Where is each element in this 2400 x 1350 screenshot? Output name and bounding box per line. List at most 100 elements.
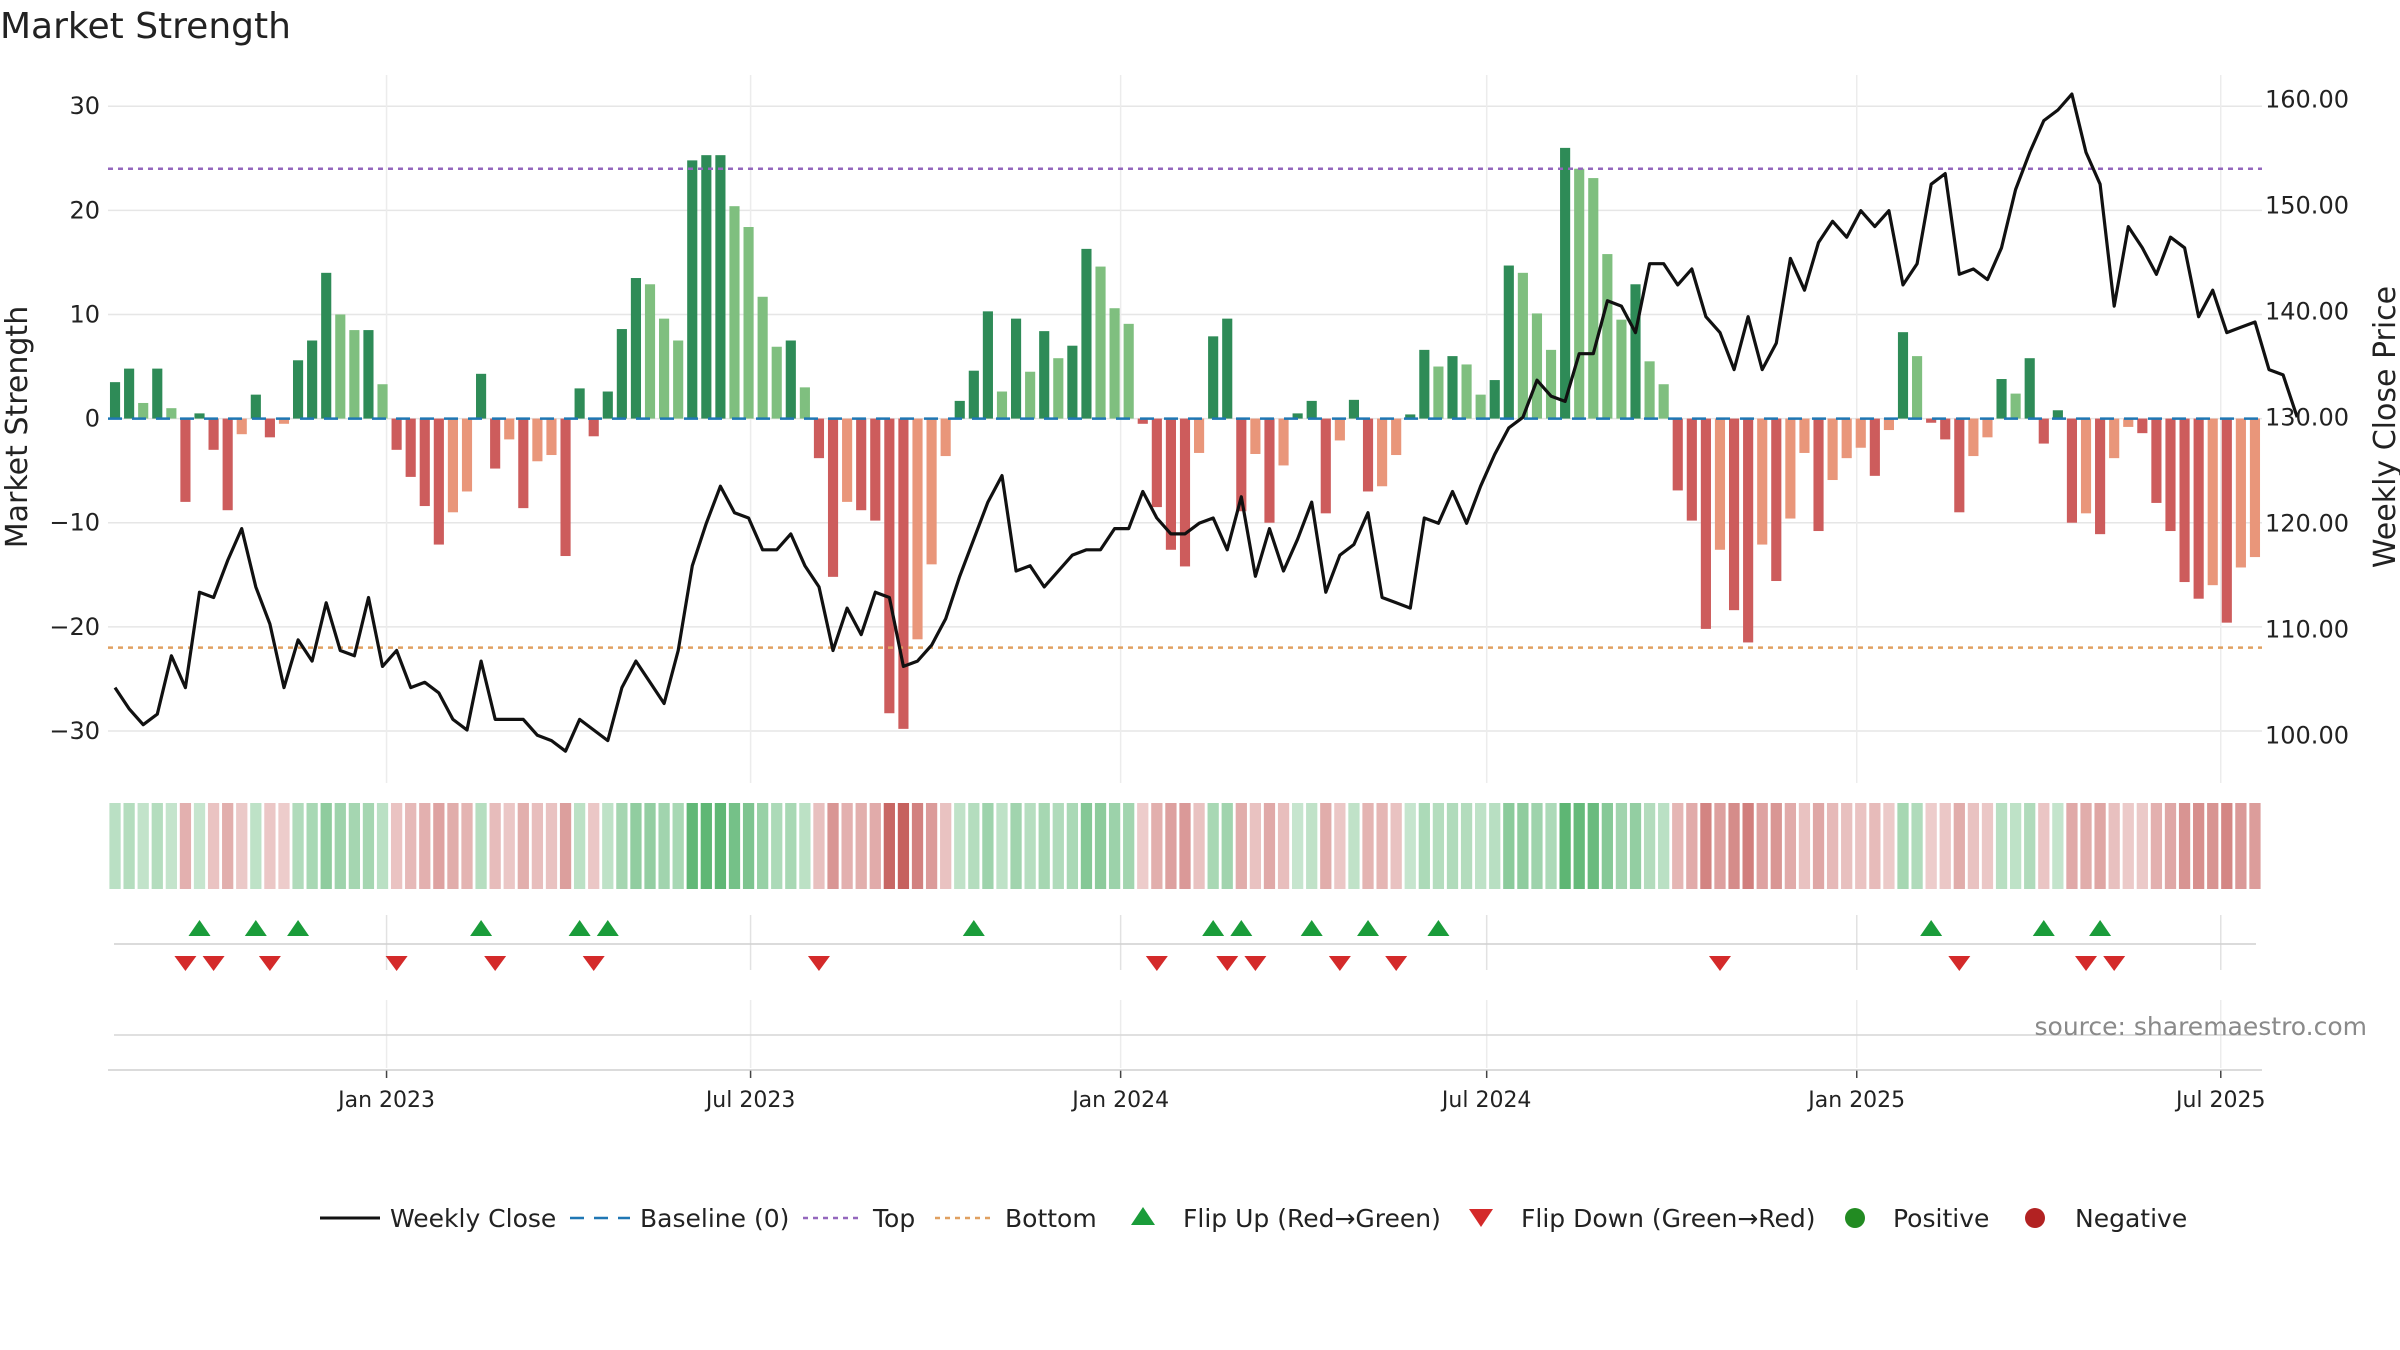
strength-heat-strip xyxy=(109,803,2261,889)
strength-bar xyxy=(2193,418,2204,599)
strength-bar xyxy=(2024,358,2035,419)
strength-bar xyxy=(1264,418,1275,523)
legend-label: Positive xyxy=(1893,1204,1989,1233)
strength-bar xyxy=(124,368,135,419)
heat-cell xyxy=(883,803,895,889)
heat-cell xyxy=(1137,803,1149,889)
legend-swatch-flip-down xyxy=(1469,1209,1493,1227)
strength-bar xyxy=(1700,418,1711,629)
flip-down-marker xyxy=(582,956,605,971)
strength-bar xyxy=(1405,414,1416,419)
heat-cell xyxy=(827,803,839,889)
heat-cell xyxy=(1052,803,1064,889)
y-tick-label: −30 xyxy=(49,717,100,745)
heat-cell xyxy=(1573,803,1585,889)
heat-cell xyxy=(1742,803,1754,889)
strength-bar xyxy=(1095,266,1106,419)
heat-cell xyxy=(2052,803,2064,889)
heat-cell xyxy=(1601,803,1613,889)
heat-cell xyxy=(2038,803,2050,889)
strength-bar xyxy=(1672,418,1683,491)
strength-bar xyxy=(968,370,979,419)
strength-bar xyxy=(940,418,951,457)
heat-cell xyxy=(1503,803,1515,889)
strength-bar xyxy=(1982,418,1993,438)
strength-bar xyxy=(222,418,233,511)
strength-bar xyxy=(349,330,360,419)
heat-cell xyxy=(2080,803,2092,889)
heat-cell xyxy=(1277,803,1290,889)
heat-cell xyxy=(2108,803,2120,889)
strength-bar xyxy=(1179,418,1191,567)
legend-swatch-negative xyxy=(2025,1208,2045,1228)
strength-bar xyxy=(1391,418,1402,456)
heat-cell xyxy=(588,803,600,889)
strength-bar xyxy=(1714,418,1726,550)
strength-bar xyxy=(996,391,1008,419)
y2-tick-label: 140.00 xyxy=(2265,297,2349,325)
strength-bar xyxy=(1377,418,1388,487)
heat-cell xyxy=(757,803,769,889)
flip-down-marker xyxy=(1244,956,1267,971)
strength-bar xyxy=(1025,371,1036,419)
heat-cell xyxy=(1404,803,1416,889)
heat-cell xyxy=(2235,803,2247,889)
strength-bar xyxy=(1616,319,1627,419)
y2-tick-label: 120.00 xyxy=(2265,509,2349,537)
strength-bar xyxy=(1883,418,1894,431)
strength-bar xyxy=(1475,394,1486,419)
flip-up-marker xyxy=(962,920,985,936)
strength-bar xyxy=(870,418,881,521)
strength-bar xyxy=(1968,418,1979,457)
heat-cell xyxy=(503,803,515,889)
heat-cell xyxy=(1010,803,1022,889)
strength-bar xyxy=(391,418,402,450)
heat-cell xyxy=(559,803,572,889)
heat-cell xyxy=(1418,803,1430,889)
y2-tick-label: 150.00 xyxy=(2265,191,2349,219)
strength-bar xyxy=(1123,323,1134,419)
heat-cell xyxy=(419,803,431,889)
heat-cell xyxy=(1700,803,1712,889)
heat-cell xyxy=(2024,803,2036,889)
strength-bar xyxy=(1165,418,1176,550)
strength-bar xyxy=(1447,356,1458,419)
heat-cell xyxy=(1080,803,1093,889)
flip-down-marker xyxy=(1145,956,1168,971)
flip-up-marker xyxy=(596,920,619,936)
heat-cell xyxy=(771,803,783,889)
heat-cell xyxy=(447,803,459,889)
heat-cell xyxy=(1362,803,1374,889)
strength-bar xyxy=(518,418,529,509)
heat-cell xyxy=(742,803,755,889)
strength-bar xyxy=(673,340,684,419)
strength-bar xyxy=(898,418,909,729)
heat-cell xyxy=(123,803,135,889)
heat-cell xyxy=(1108,803,1121,889)
strength-bar xyxy=(729,206,740,419)
legend-label: Baseline (0) xyxy=(640,1204,789,1233)
heat-cell xyxy=(306,803,318,889)
heat-cell xyxy=(1531,803,1543,889)
strength-bar xyxy=(1940,418,1951,440)
heat-cell xyxy=(968,803,980,889)
heat-cell xyxy=(1643,803,1656,889)
heat-cell xyxy=(785,803,797,889)
strength-bar xyxy=(687,160,698,419)
flip-up-marker xyxy=(287,920,310,936)
heat-cell xyxy=(334,803,346,889)
heat-cell xyxy=(2193,803,2205,889)
legend-label: Bottom xyxy=(1005,1204,1097,1233)
heat-cell xyxy=(1855,803,1867,889)
strength-bar xyxy=(307,340,318,419)
strength-bar xyxy=(1728,418,1740,611)
heat-cell xyxy=(1869,803,1881,889)
strength-bar xyxy=(588,418,599,437)
heat-cell xyxy=(1714,803,1726,889)
strength-bar xyxy=(954,400,965,419)
heat-cell xyxy=(1334,803,1346,889)
strength-bar xyxy=(701,155,712,419)
heat-cell xyxy=(1545,803,1557,889)
heat-cell xyxy=(109,803,121,889)
heat-cell xyxy=(1756,803,1768,889)
